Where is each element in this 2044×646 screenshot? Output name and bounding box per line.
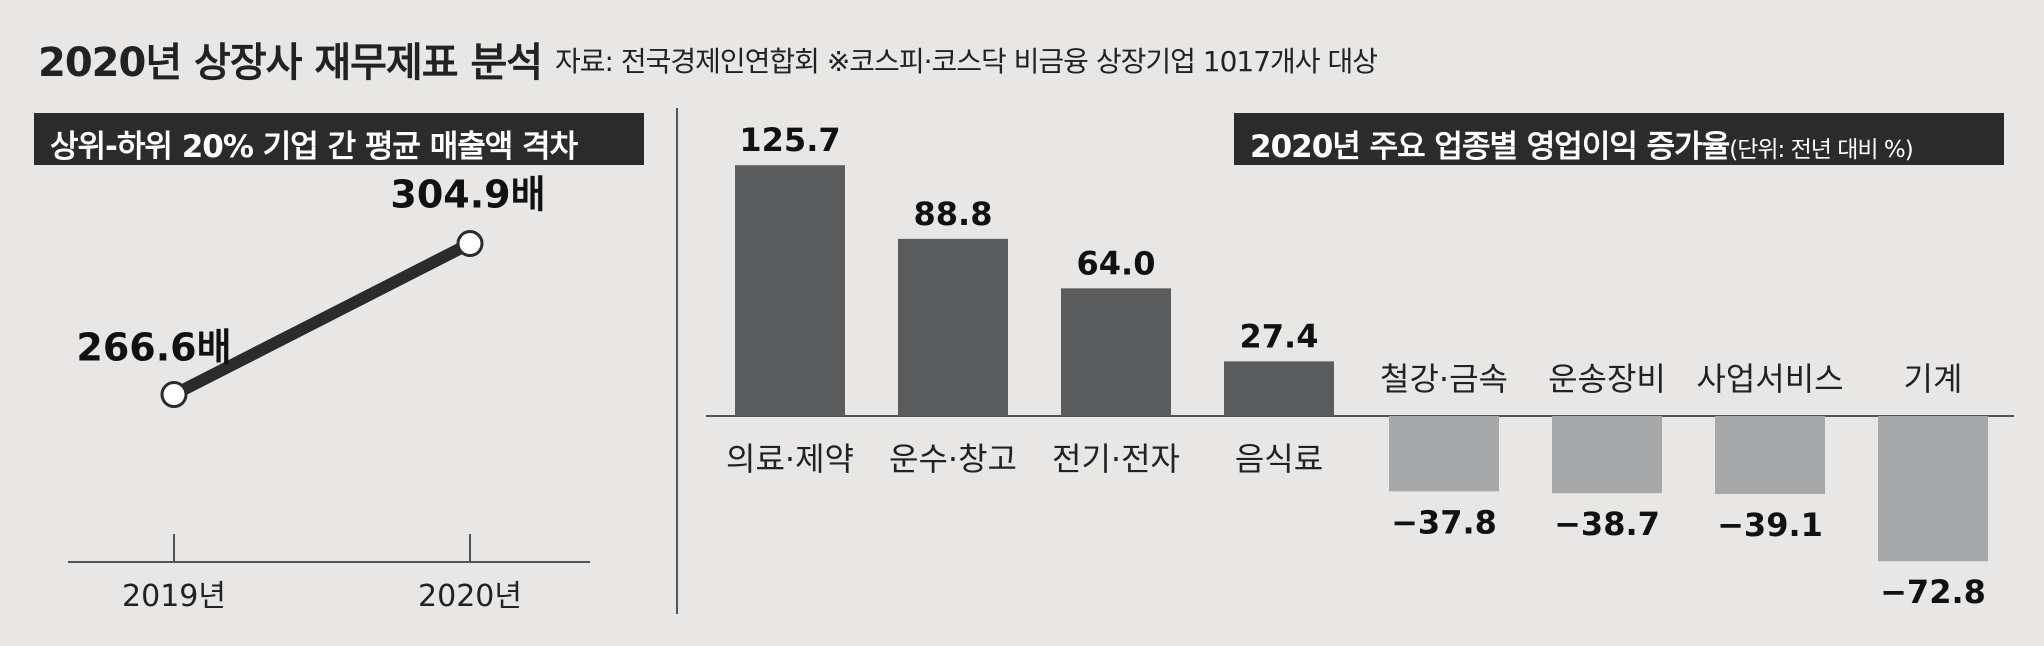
line-value-label: 304.9배 <box>390 173 545 217</box>
line-x-tick-label: 2019년 <box>122 579 226 614</box>
bar-value-label: 27.4 <box>1240 317 1319 355</box>
bar <box>1224 361 1334 416</box>
bar-category-label: 전기·전자 <box>1052 440 1180 478</box>
bar-value-label: 64.0 <box>1077 244 1156 282</box>
line-value-label: 266.6배 <box>76 326 231 370</box>
bar <box>898 238 1008 416</box>
bar-value-label: −38.7 <box>1554 505 1660 543</box>
bar <box>1389 416 1499 492</box>
bar <box>735 165 845 416</box>
bar-category-label: 철강·금속 <box>1380 360 1508 398</box>
bar-value-label: 88.8 <box>914 195 993 233</box>
bar-value-label: −37.8 <box>1391 503 1497 541</box>
bar-category-label: 운송장비 <box>1548 360 1666 398</box>
bar-chart-title-box: 2020년 주요 업종별 영업이익 증가율(단위: 전년 대비 %) <box>1234 113 2004 165</box>
line-point <box>456 230 484 258</box>
bar-category-label: 음식료 <box>1235 440 1323 478</box>
bar <box>1061 288 1171 416</box>
page-title: 2020년 상장사 재무제표 분석 <box>38 40 543 86</box>
bar-chart-title: 2020년 주요 업종별 영업이익 증가율 <box>1250 129 1730 165</box>
panel-divider <box>676 108 678 614</box>
bar-category-label: 사업서비스 <box>1696 360 1843 398</box>
source-note: 자료: 전국경제인연합회 ※코스피·코스닥 비금융 상장기업 1017개사 대상 <box>555 45 1378 78</box>
bar-category-label: 기계 <box>1904 360 1963 398</box>
line-x-tick-label: 2020년 <box>418 579 522 614</box>
bar-chart-unit-note: (단위: 전년 대비 %) <box>1729 137 1913 163</box>
bar-value-label: −72.8 <box>1880 573 1986 611</box>
bar <box>1878 416 1988 562</box>
bar <box>1715 416 1825 495</box>
bar-value-label: 125.7 <box>739 121 840 159</box>
line-point <box>160 381 188 409</box>
line-chart-title: 상위-하위 20% 기업 간 평균 매출액 격차 <box>34 113 644 165</box>
bar-category-label: 의료·제약 <box>726 440 854 478</box>
bar-category-label: 운수·창고 <box>889 440 1017 478</box>
bar-value-label: −39.1 <box>1717 506 1823 544</box>
bar <box>1552 416 1662 494</box>
line-series <box>168 237 476 401</box>
